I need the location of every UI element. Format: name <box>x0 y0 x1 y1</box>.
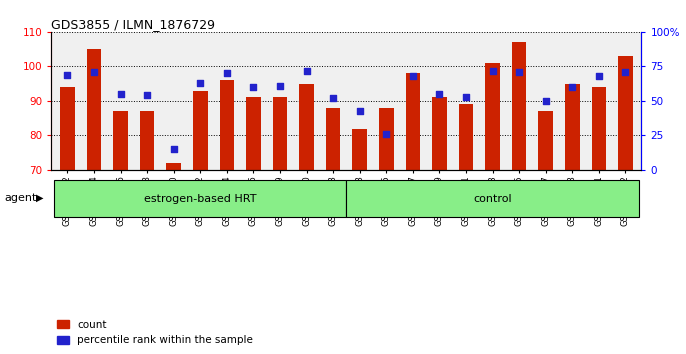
Point <box>354 108 365 113</box>
Bar <box>591 87 606 170</box>
Point <box>88 69 99 75</box>
Bar <box>405 73 420 170</box>
Point <box>381 131 392 137</box>
Bar <box>618 56 632 170</box>
Text: ▶: ▶ <box>36 193 44 203</box>
Bar <box>113 111 128 170</box>
Point <box>593 73 604 79</box>
Point <box>541 98 552 104</box>
Point <box>274 83 285 88</box>
Bar <box>299 84 314 170</box>
Point <box>407 73 418 79</box>
Text: GDS3855 / ILMN_1876729: GDS3855 / ILMN_1876729 <box>51 18 215 31</box>
Text: agent: agent <box>5 193 37 203</box>
Bar <box>167 163 181 170</box>
Text: control: control <box>473 194 512 204</box>
Bar <box>379 108 394 170</box>
Point <box>141 92 152 98</box>
Point <box>460 94 471 99</box>
Legend: count, percentile rank within the sample: count, percentile rank within the sample <box>57 320 253 345</box>
Point <box>301 68 312 73</box>
Bar <box>246 97 261 170</box>
Bar <box>485 63 500 170</box>
Bar <box>432 97 447 170</box>
Bar <box>326 108 340 170</box>
Bar <box>86 49 102 170</box>
Point <box>168 147 179 152</box>
Bar <box>353 129 367 170</box>
Point <box>620 69 631 75</box>
Point <box>195 80 206 86</box>
Point <box>487 68 498 73</box>
Bar <box>459 104 473 170</box>
Point <box>567 84 578 90</box>
Point <box>115 91 126 97</box>
Point <box>514 69 525 75</box>
Point <box>328 95 339 101</box>
Point <box>434 91 445 97</box>
Bar <box>539 111 553 170</box>
Bar <box>193 91 208 170</box>
Bar <box>220 80 234 170</box>
Bar <box>512 42 526 170</box>
Text: estrogen-based HRT: estrogen-based HRT <box>144 194 257 204</box>
Bar <box>60 87 75 170</box>
Bar <box>565 84 580 170</box>
Point <box>62 72 73 78</box>
Bar <box>54 180 346 217</box>
Point <box>222 70 233 76</box>
Bar <box>140 111 154 170</box>
Bar <box>272 97 287 170</box>
Point <box>248 84 259 90</box>
Bar <box>346 180 639 217</box>
